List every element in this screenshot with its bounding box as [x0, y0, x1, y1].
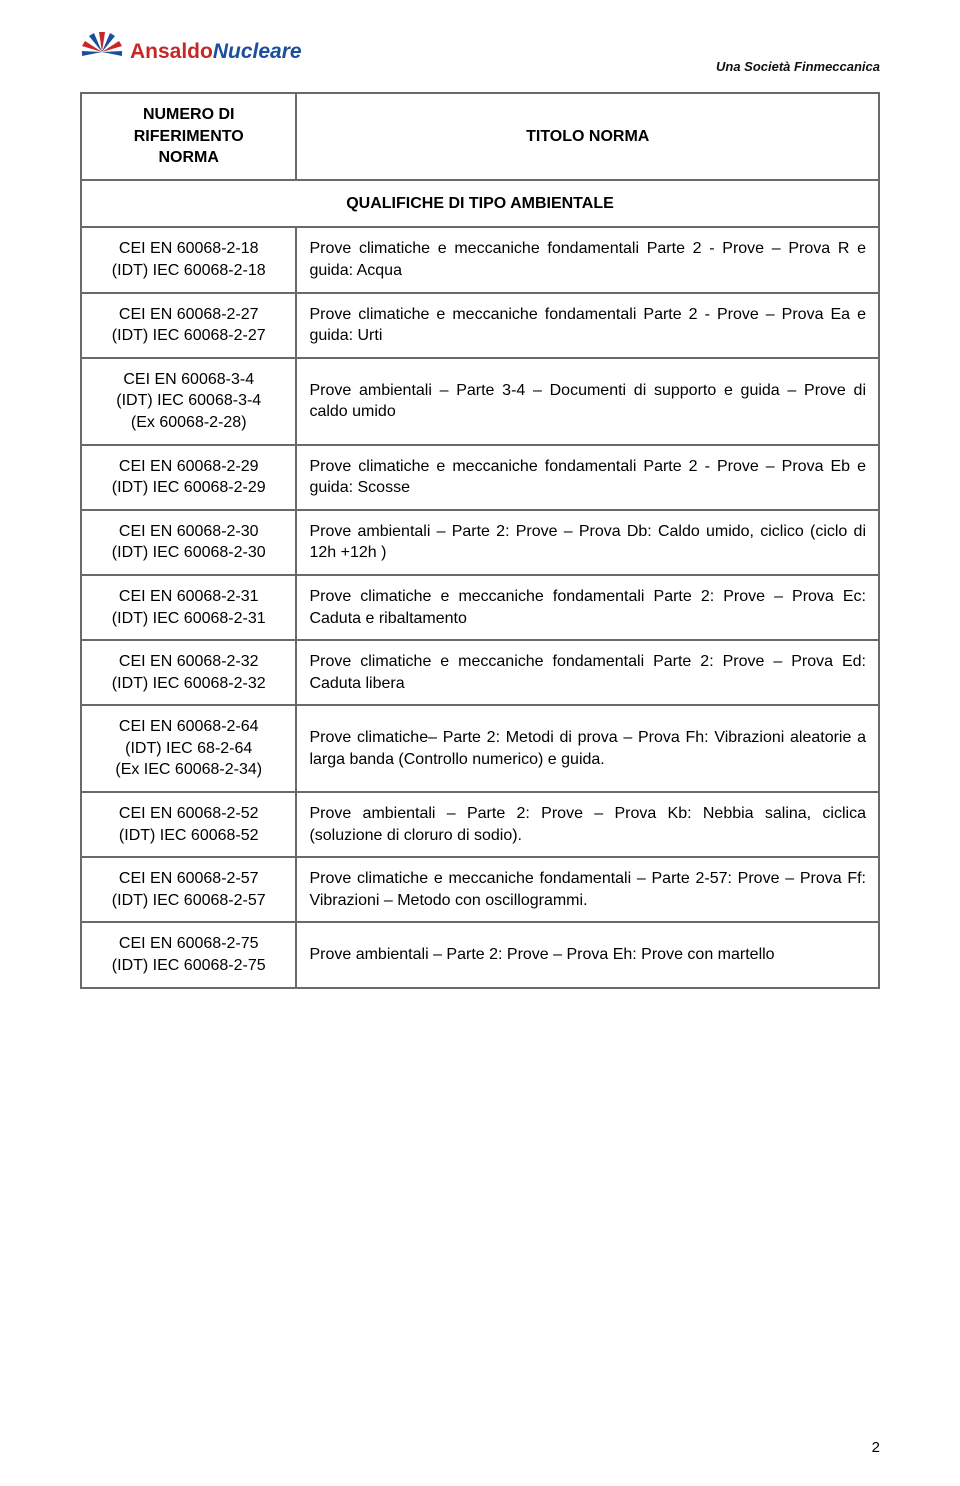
ref-line2: (IDT) IEC 60068-52 [119, 827, 259, 844]
logo: AnsaldoNucleare [80, 30, 302, 74]
table-row: CEI EN 60068-2-30 (IDT) IEC 60068-2-30 Pro… [81, 510, 879, 575]
header-col-title: TITOLO NORMA [296, 93, 879, 180]
ref-line1: CEI EN 60068-2-29 [119, 458, 259, 475]
ref-line2: (IDT) IEC 60068-2-30 [112, 544, 266, 561]
desc-cell: Prove climatiche– Parte 2: Metodi di pro… [296, 705, 879, 792]
desc-cell: Prove climatiche e meccaniche fondamenta… [296, 227, 879, 292]
table-row: CEI EN 60068-2-29 (IDT) IEC 60068-2-29 Pro… [81, 445, 879, 510]
ref-cell: CEI EN 60068-2-30 (IDT) IEC 60068-2-30 [81, 510, 296, 575]
desc-cell: Prove climatiche e meccaniche fondamenta… [296, 640, 879, 705]
ref-line3: (Ex 60068-2-28) [131, 414, 247, 431]
ref-cell: CEI EN 60068-2-32 (IDT) IEC 60068-2-32 [81, 640, 296, 705]
table-row: CEI EN 60068-2-18 (IDT) IEC 60068-2-18 Pro… [81, 227, 879, 292]
ref-line2: (IDT) IEC 68-2-64 [125, 740, 252, 757]
desc-cell: Prove climatiche e meccaniche fondamenta… [296, 293, 879, 358]
table-row: CEI EN 60068-2-31 (IDT) IEC 60068-2-31 Pro… [81, 575, 879, 640]
ref-line1: CEI EN 60068-2-57 [119, 870, 259, 887]
ref-line1: CEI EN 60068-2-32 [119, 653, 259, 670]
header-col-ref: NUMERO DI RIFERIMENTO NORMA [81, 93, 296, 180]
table-row: CEI EN 60068-2-52 (IDT) IEC 60068-52 Prove… [81, 792, 879, 857]
head1-line1: NUMERO DI [143, 106, 235, 123]
table-row: CEI EN 60068-3-4 (IDT) IEC 60068-3-4 (Ex 6… [81, 358, 879, 445]
ref-cell: CEI EN 60068-2-18 (IDT) IEC 60068-2-18 [81, 227, 296, 292]
ref-line3: (Ex IEC 60068-2-34) [115, 761, 262, 778]
ref-line2: (IDT) IEC 60068-2-75 [112, 957, 266, 974]
section-title: QUALIFICHE DI TIPO AMBIENTALE [81, 180, 879, 228]
desc-cell: Prove ambientali – Parte 2: Prove – Prov… [296, 922, 879, 987]
ref-line1: CEI EN 60068-2-31 [119, 588, 259, 605]
ref-cell: CEI EN 60068-2-52 (IDT) IEC 60068-52 [81, 792, 296, 857]
ref-line2: (IDT) IEC 60068-2-18 [112, 262, 266, 279]
desc-cell: Prove climatiche e meccaniche fondamenta… [296, 857, 879, 922]
logo-text: AnsaldoNucleare [130, 40, 302, 64]
table-row: CEI EN 60068-2-27 (IDT) IEC 60068-2-27 Pro… [81, 293, 879, 358]
ref-cell: CEI EN 60068-2-57 (IDT) IEC 60068-2-57 [81, 857, 296, 922]
ref-cell: CEI EN 60068-2-64 (IDT) IEC 68-2-64 (Ex IE… [81, 705, 296, 792]
ref-line1: CEI EN 60068-2-30 [119, 523, 259, 540]
ref-line1: CEI EN 60068-2-75 [119, 935, 259, 952]
logo-part1: Ansaldo [130, 40, 213, 63]
table-row: CEI EN 60068-2-32 (IDT) IEC 60068-2-32 Pro… [81, 640, 879, 705]
ref-cell: CEI EN 60068-3-4 (IDT) IEC 60068-3-4 (Ex 6… [81, 358, 296, 445]
ref-cell: CEI EN 60068-2-29 (IDT) IEC 60068-2-29 [81, 445, 296, 510]
table-row: CEI EN 60068-2-75 (IDT) IEC 60068-2-75 Pro… [81, 922, 879, 987]
desc-cell: Prove climatiche e meccaniche fondamenta… [296, 445, 879, 510]
table-row: CEI EN 60068-2-64 (IDT) IEC 68-2-64 (Ex IE… [81, 705, 879, 792]
ref-cell: CEI EN 60068-2-27 (IDT) IEC 60068-2-27 [81, 293, 296, 358]
ref-line2: (IDT) IEC 60068-2-31 [112, 610, 266, 627]
ref-line2: (IDT) IEC 60068-2-57 [112, 892, 266, 909]
desc-cell: Prove ambientali – Parte 2: Prove – Prov… [296, 510, 879, 575]
ref-line2: (IDT) IEC 60068-3-4 [116, 392, 261, 409]
ref-line1: CEI EN 60068-2-27 [119, 306, 259, 323]
desc-cell: Prove ambientali – Parte 3-4 – Documenti… [296, 358, 879, 445]
standards-table: NUMERO DI RIFERIMENTO NORMA TITOLO NORMA… [80, 92, 880, 989]
document-page: AnsaldoNucleare Una Società Finmeccanica… [0, 0, 960, 1486]
ref-line2: (IDT) IEC 60068-2-32 [112, 675, 266, 692]
ref-line2: (IDT) IEC 60068-2-29 [112, 479, 266, 496]
page-header: AnsaldoNucleare Una Società Finmeccanica [80, 30, 880, 74]
burst-icon [80, 30, 124, 74]
page-number: 2 [872, 1439, 880, 1456]
ref-cell: CEI EN 60068-2-75 (IDT) IEC 60068-2-75 [81, 922, 296, 987]
ref-cell: CEI EN 60068-2-31 (IDT) IEC 60068-2-31 [81, 575, 296, 640]
head1-line3: NORMA [159, 149, 219, 166]
ref-line1: CEI EN 60068-2-64 [119, 718, 259, 735]
ref-line2: (IDT) IEC 60068-2-27 [112, 327, 266, 344]
desc-cell: Prove climatiche e meccaniche fondamenta… [296, 575, 879, 640]
ref-line1: CEI EN 60068-2-52 [119, 805, 259, 822]
ref-line1: CEI EN 60068-3-4 [123, 371, 254, 388]
ref-line1: CEI EN 60068-2-18 [119, 240, 259, 257]
table-row: CEI EN 60068-2-57 (IDT) IEC 60068-2-57 Pro… [81, 857, 879, 922]
tagline: Una Società Finmeccanica [716, 59, 880, 74]
head1-line2: RIFERIMENTO [134, 128, 244, 145]
desc-cell: Prove ambientali – Parte 2: Prove – Prov… [296, 792, 879, 857]
logo-part2: Nucleare [213, 40, 302, 63]
